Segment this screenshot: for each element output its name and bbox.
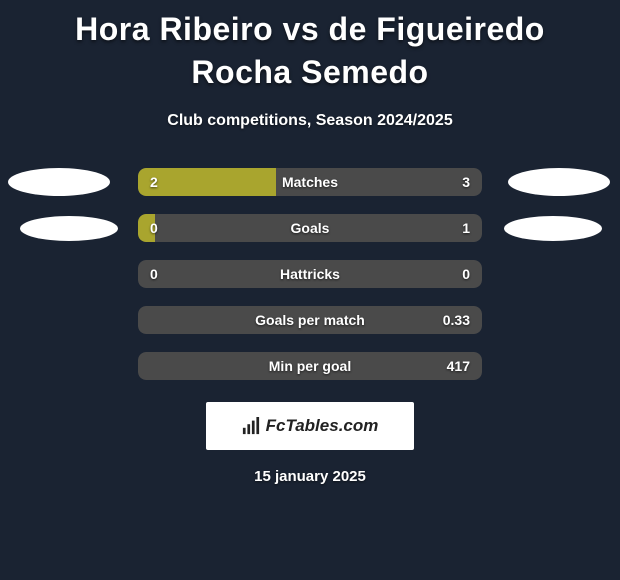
stats-area: 2 Matches 3 0 Goals 1 0 Hat: [0, 168, 620, 380]
date-label: 15 january 2025: [254, 468, 366, 485]
player-left-ellipse-2: [20, 216, 118, 241]
logo-box: FcTables.com: [206, 402, 414, 450]
stat-right-value: 1: [462, 220, 470, 236]
stat-bar-hattricks: 0 Hattricks 0: [138, 260, 482, 288]
stat-bar-goals: 0 Goals 1: [138, 214, 482, 242]
stat-label: Hattricks: [138, 266, 482, 282]
stat-right-value: 0.33: [443, 312, 470, 328]
stat-label: Matches: [138, 174, 482, 190]
stat-row-goals: 0 Goals 1: [0, 214, 620, 242]
stat-bar-matches: 2 Matches 3: [138, 168, 482, 196]
subtitle: Club competitions, Season 2024/2025: [167, 112, 452, 130]
infographic-container: Hora Ribeiro vs de Figueiredo Rocha Seme…: [0, 0, 620, 580]
page-title: Hora Ribeiro vs de Figueiredo Rocha Seme…: [0, 8, 620, 94]
stat-bar-mpg: Min per goal 417: [138, 352, 482, 380]
stat-label: Goals: [138, 220, 482, 236]
stat-bar-gpm: Goals per match 0.33: [138, 306, 482, 334]
logo-text: FcTables.com: [266, 416, 379, 436]
stat-right-value: 417: [447, 358, 470, 374]
stat-label: Min per goal: [138, 358, 482, 374]
player-left-ellipse-1: [8, 168, 110, 196]
player-right-ellipse-1: [508, 168, 610, 196]
chart-icon: [242, 417, 260, 435]
stat-row-mpg: Min per goal 417: [0, 352, 620, 380]
stat-right-value: 3: [462, 174, 470, 190]
stat-label: Goals per match: [138, 312, 482, 328]
stat-row-hattricks: 0 Hattricks 0: [0, 260, 620, 288]
stat-row-matches: 2 Matches 3: [0, 168, 620, 196]
stat-row-gpm: Goals per match 0.33: [0, 306, 620, 334]
stat-right-value: 0: [462, 266, 470, 282]
player-right-ellipse-2: [504, 216, 602, 241]
